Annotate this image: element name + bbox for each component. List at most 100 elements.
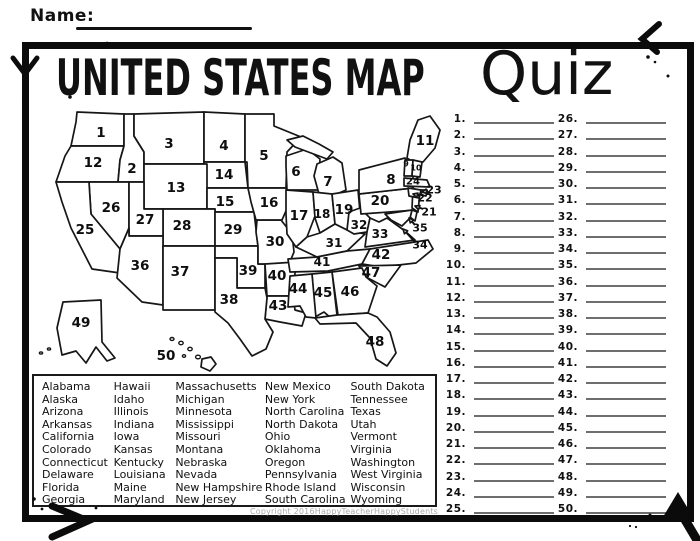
answer-blank[interactable] bbox=[586, 421, 666, 433]
answer-blank[interactable] bbox=[474, 112, 554, 124]
state-number-label: 16 bbox=[260, 195, 279, 211]
answer-blank[interactable] bbox=[586, 470, 666, 482]
state-number-label: 20 bbox=[371, 193, 390, 209]
state-name: Alaska bbox=[42, 392, 78, 406]
answer-blank[interactable] bbox=[474, 486, 554, 498]
answer-number: 43. bbox=[557, 389, 578, 402]
answer-blank[interactable] bbox=[586, 340, 666, 352]
state-name: Missouri bbox=[175, 430, 221, 444]
answer-blank[interactable] bbox=[586, 486, 666, 498]
answer-blank[interactable] bbox=[586, 323, 666, 336]
answer-blank[interactable] bbox=[586, 161, 666, 173]
answer-blank[interactable] bbox=[474, 291, 554, 303]
answer-blank[interactable] bbox=[474, 275, 554, 287]
answer-row: 36. bbox=[554, 275, 670, 288]
answer-number: 15. bbox=[445, 340, 466, 353]
answer-number: 36. bbox=[557, 275, 578, 288]
answer-blank[interactable] bbox=[474, 242, 554, 254]
answer-blank[interactable] bbox=[586, 307, 666, 319]
answer-number: 8. bbox=[453, 226, 466, 239]
state-number-label: 25 bbox=[76, 222, 95, 238]
answer-blank[interactable] bbox=[474, 356, 554, 368]
state-shapes bbox=[38, 111, 441, 372]
state-name: Arkansas bbox=[42, 417, 93, 431]
answer-number: 42. bbox=[557, 373, 578, 385]
answer-blank[interactable] bbox=[474, 307, 554, 319]
answer-row: 25. bbox=[442, 502, 556, 515]
answer-blank[interactable] bbox=[586, 437, 666, 449]
state-number-label: 31 bbox=[326, 236, 343, 250]
answer-number: 3. bbox=[453, 145, 466, 158]
answer-blank[interactable] bbox=[474, 210, 554, 222]
state-number-label: 30 bbox=[266, 234, 285, 250]
answer-blank[interactable] bbox=[474, 405, 554, 417]
state-name: Texas bbox=[350, 405, 381, 419]
answer-blank[interactable] bbox=[586, 388, 666, 401]
answer-number: 7. bbox=[453, 210, 466, 223]
answer-blank[interactable] bbox=[586, 242, 666, 254]
answer-blank[interactable] bbox=[586, 112, 666, 124]
answer-blank[interactable] bbox=[586, 128, 666, 141]
answer-blank[interactable] bbox=[586, 258, 666, 271]
answer-blank[interactable] bbox=[474, 502, 554, 514]
answer-blank[interactable] bbox=[586, 356, 666, 368]
state-number-label: 49 bbox=[72, 315, 91, 331]
state-number-label: 7 bbox=[323, 174, 332, 190]
answer-row: 9. bbox=[442, 242, 556, 255]
answer-blank[interactable] bbox=[474, 226, 554, 238]
answer-blank[interactable] bbox=[474, 161, 554, 173]
state-number-label: 39 bbox=[239, 263, 258, 279]
state-number-label: 12 bbox=[84, 155, 103, 171]
state-number-label: 33 bbox=[372, 227, 389, 241]
answer-blank[interactable] bbox=[474, 372, 554, 384]
answer-blank[interactable] bbox=[586, 193, 666, 206]
answer-blank[interactable] bbox=[474, 388, 554, 401]
state-shape-massachusetts bbox=[403, 177, 431, 188]
answer-row: 40. bbox=[554, 340, 670, 353]
answer-blank[interactable] bbox=[474, 177, 554, 189]
answer-number: 12. bbox=[445, 291, 466, 304]
answer-number: 45. bbox=[557, 421, 578, 434]
word-bank-column: New Mexico New York North Carolina North Da… bbox=[265, 380, 351, 506]
answer-blank[interactable] bbox=[586, 502, 666, 514]
answer-list-right: 26. 27. 28. 29. 30. 31. 32. 33. 34. 35. 36. 37. 38. 3… bbox=[554, 112, 670, 515]
answer-blank[interactable] bbox=[474, 470, 554, 482]
answer-blank[interactable] bbox=[586, 275, 666, 287]
answer-blank[interactable] bbox=[474, 145, 554, 157]
answer-row: 43. bbox=[554, 388, 670, 401]
answer-blank[interactable] bbox=[586, 405, 666, 417]
state-number-label: 21 bbox=[421, 206, 436, 219]
answer-blank[interactable] bbox=[586, 210, 666, 222]
answer-number: 39. bbox=[557, 324, 578, 337]
answer-blank[interactable] bbox=[474, 128, 554, 141]
answer-row: 33. bbox=[554, 226, 670, 239]
state-name: Idaho bbox=[113, 392, 145, 406]
state-number-label: 17 bbox=[290, 208, 309, 224]
state-number-label: 28 bbox=[173, 218, 192, 234]
answer-blank[interactable] bbox=[586, 291, 666, 303]
answer-blank[interactable] bbox=[586, 145, 666, 157]
name-input-line[interactable] bbox=[76, 27, 252, 30]
answer-row: 34. bbox=[554, 242, 670, 255]
answer-blank[interactable] bbox=[474, 453, 554, 466]
answer-row: 38. bbox=[554, 307, 670, 320]
answer-blank[interactable] bbox=[586, 372, 666, 384]
state-number-label: 23 bbox=[426, 184, 441, 197]
state-number-label: 13 bbox=[167, 180, 186, 196]
answer-blank[interactable] bbox=[474, 340, 554, 352]
answer-blank[interactable] bbox=[474, 258, 554, 271]
answer-number: 20. bbox=[445, 421, 466, 434]
state-number-label: 26 bbox=[102, 200, 121, 216]
answer-row: 11. bbox=[442, 275, 556, 288]
answer-blank[interactable] bbox=[474, 437, 554, 449]
answer-blank[interactable] bbox=[586, 177, 666, 189]
answer-blank[interactable] bbox=[586, 226, 666, 238]
answer-blank[interactable] bbox=[474, 193, 554, 206]
answer-blank[interactable] bbox=[474, 421, 554, 433]
pointer-arrow-head bbox=[408, 217, 415, 224]
answer-number: 13. bbox=[445, 308, 466, 320]
answer-row: 18. bbox=[442, 388, 556, 401]
answer-row: 28. bbox=[554, 145, 670, 158]
answer-blank[interactable] bbox=[586, 453, 666, 466]
answer-blank[interactable] bbox=[474, 323, 554, 336]
